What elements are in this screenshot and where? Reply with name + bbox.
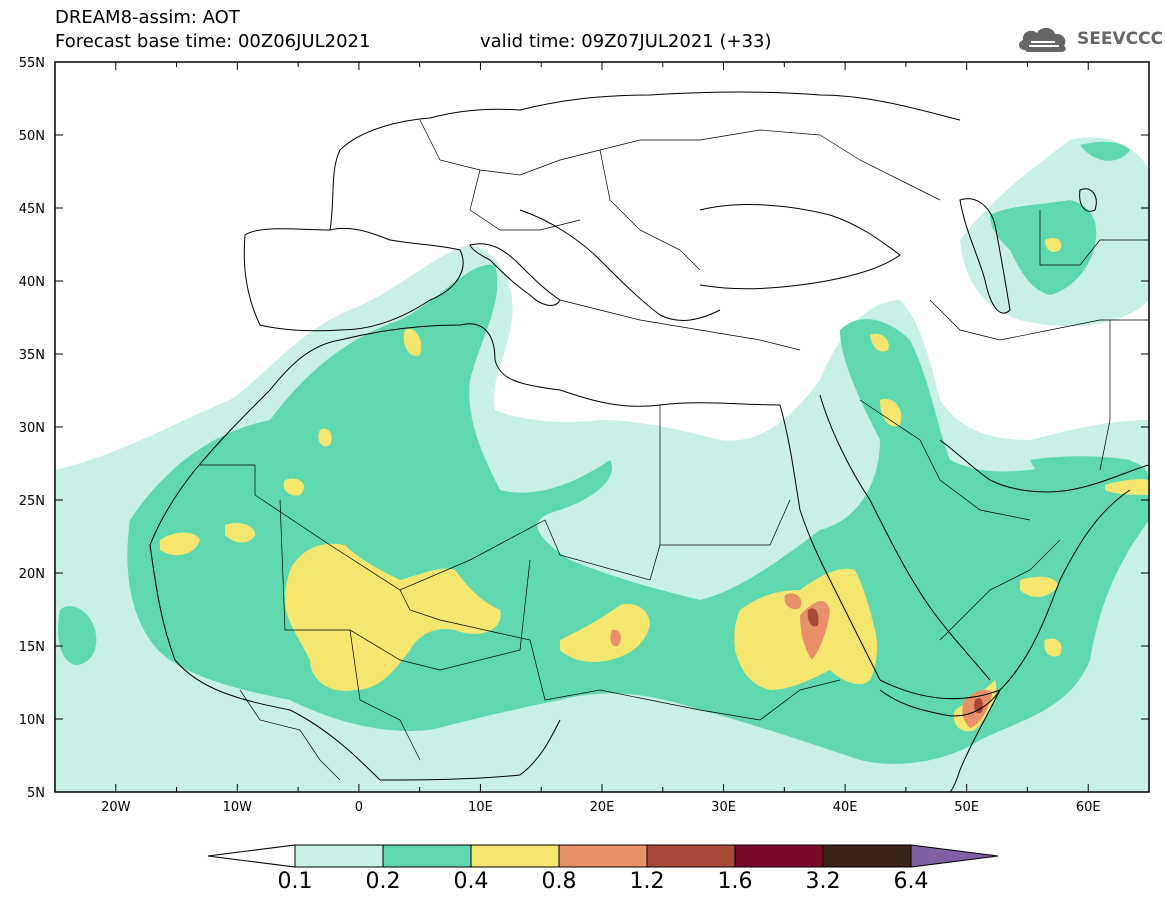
y-tick-label: 40N	[19, 275, 45, 290]
colorbar-segment	[470, 844, 560, 868]
y-tick-label: 50N	[19, 129, 45, 144]
map-title: DREAM8-assim: AOT	[55, 7, 240, 28]
x-tick-label: 60E	[1076, 800, 1101, 815]
colorbar-under-arrow	[207, 844, 296, 868]
colorbar-label: 0.2	[365, 869, 401, 894]
y-axis-labels: 55N 50N 45N 40N 35N 30N 25N 20N 15N 10N 5N	[19, 56, 45, 801]
aot-level-0-8	[610, 593, 992, 728]
y-tick-label: 45N	[19, 202, 45, 217]
y-tick-label: 25N	[19, 494, 45, 509]
colorbar-over-arrow	[910, 844, 999, 868]
y-tick-label: 55N	[19, 56, 45, 71]
colorbar-label: 3.2	[805, 869, 841, 894]
aot-level-1-2	[807, 608, 983, 714]
colorbar-segment	[822, 844, 912, 868]
y-tick-label: 35N	[19, 348, 45, 363]
colorbar-segment	[294, 844, 384, 868]
seevccc-logo: SEEVCCC	[1015, 22, 1163, 58]
logo-text: SEEVCCC	[1077, 29, 1164, 49]
colorbar-segment	[382, 844, 472, 868]
aot-field	[55, 62, 1149, 792]
colorbar-segment	[734, 844, 824, 868]
colorbar-segment	[646, 844, 736, 868]
x-tick-label: 0	[355, 800, 363, 815]
x-tick-label: 10E	[468, 800, 493, 815]
x-tick-label: 20W	[101, 800, 131, 815]
colorbar-label: 0.4	[453, 869, 489, 894]
colorbar-label: 1.2	[629, 869, 665, 894]
axis-ticks	[54, 61, 1150, 793]
colorbar-label: 0.1	[277, 869, 313, 894]
forecast-base-time: Forecast base time: 00Z06JUL2021	[55, 31, 371, 52]
colorbar-label: 6.4	[893, 869, 929, 894]
x-tick-label: 40E	[833, 800, 858, 815]
valid-time: valid time: 09Z07JUL2021 (+33)	[480, 31, 772, 52]
x-axis-labels: 20W 10W 0 10E 20E 30E 40E 50E 60E	[101, 800, 1101, 815]
country-borders	[200, 119, 1149, 781]
coastlines	[149, 91, 1149, 792]
x-tick-label: 50E	[954, 800, 979, 815]
y-tick-label: 15N	[19, 640, 45, 655]
x-tick-label: 10W	[223, 800, 253, 815]
colorbar	[207, 844, 999, 868]
y-tick-label: 30N	[19, 421, 45, 436]
colorbar-segment	[558, 844, 648, 868]
y-tick-label: 20N	[19, 567, 45, 582]
y-tick-label: 5N	[27, 786, 45, 801]
cloud-icon	[1019, 27, 1066, 52]
x-tick-label: 30E	[711, 800, 736, 815]
y-tick-label: 10N	[19, 713, 45, 728]
colorbar-label: 0.8	[541, 869, 577, 894]
colorbar-label: 1.6	[717, 869, 753, 894]
x-tick-label: 20E	[590, 800, 615, 815]
